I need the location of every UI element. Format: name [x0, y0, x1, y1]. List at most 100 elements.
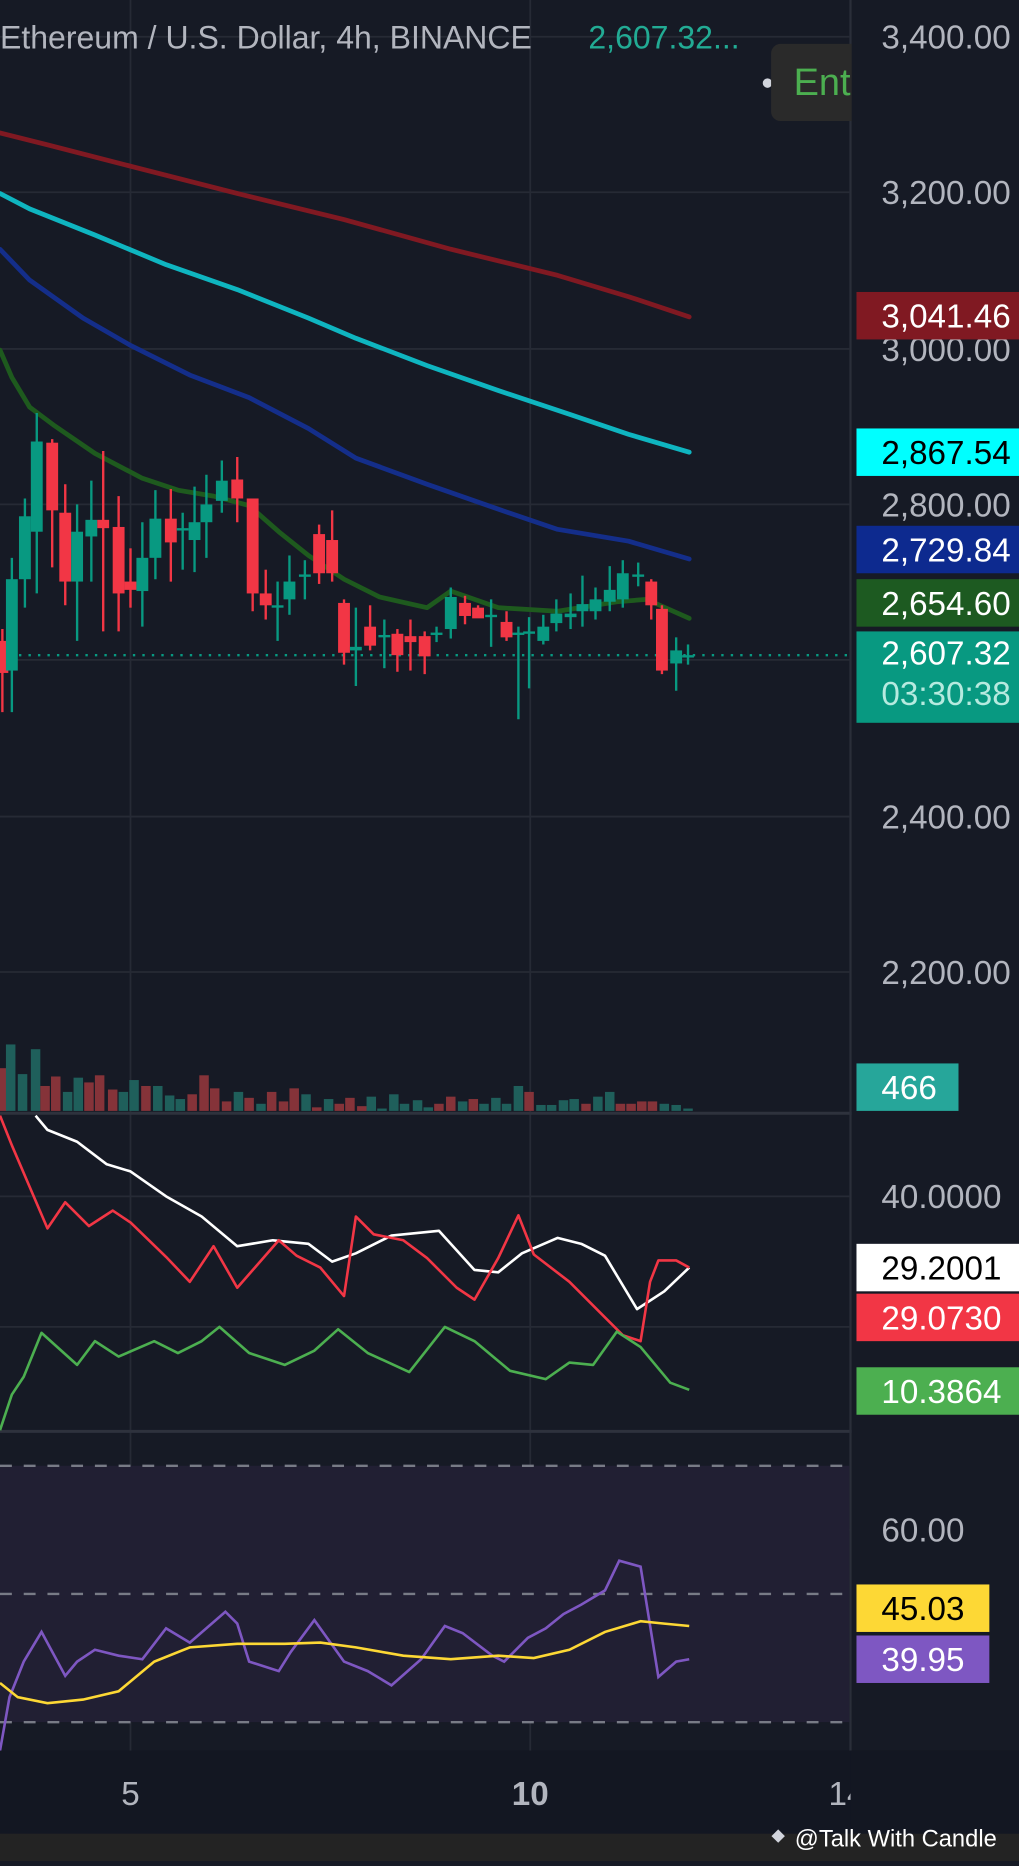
- volume-bar: [593, 1096, 603, 1111]
- candle: [338, 599, 350, 665]
- volume-bar: [199, 1075, 209, 1111]
- candle: [85, 480, 98, 582]
- ma-20-badge: 2,654.60: [856, 579, 1019, 627]
- candle: [46, 439, 59, 568]
- svg-text:2,867.54: 2,867.54: [881, 435, 1010, 472]
- volume-bar: [51, 1076, 61, 1111]
- candle: [97, 451, 110, 632]
- rsi-indicator-lines: [0, 1559, 690, 1751]
- candle: [259, 569, 272, 620]
- minus-di-badge: 29.0730: [856, 1293, 1019, 1342]
- ma-200-line: [0, 130, 692, 320]
- volume-bar: [311, 1107, 322, 1111]
- volume-bar: [366, 1096, 377, 1111]
- candle: [112, 496, 125, 632]
- volume-bar: [683, 1108, 693, 1111]
- candlesticks: [0, 413, 694, 720]
- candle: [472, 605, 484, 619]
- grid-lines: [0, 0, 850, 1751]
- volume-bar: [84, 1082, 94, 1111]
- volume-bar: [524, 1091, 534, 1111]
- candle: [645, 579, 658, 620]
- volume-bar: [399, 1103, 410, 1111]
- candle: [271, 581, 284, 641]
- last-price-value: 2,607.32: [881, 636, 1010, 673]
- axis-tick-label: 3,200.00: [881, 175, 1010, 212]
- enter-order-button[interactable]: Ent: [762, 43, 866, 122]
- volume-bar: [412, 1100, 423, 1111]
- moving-average-lines: [0, 130, 692, 621]
- candle: [485, 599, 498, 647]
- volume-bar: [175, 1099, 186, 1111]
- volume-bar: [209, 1088, 220, 1111]
- candle: [136, 522, 149, 627]
- volume-bar: [468, 1099, 479, 1111]
- candle: [656, 605, 668, 675]
- minus-di-line: [0, 1115, 690, 1343]
- volume-bar: [129, 1080, 139, 1111]
- candle: [200, 474, 213, 558]
- candle: [71, 504, 84, 641]
- volume-bar: [30, 1049, 41, 1111]
- ma-20-line: [0, 347, 692, 621]
- volume-bar: [434, 1103, 444, 1111]
- candle: [149, 490, 162, 580]
- volume-bar: [671, 1104, 681, 1111]
- volume-bar: [323, 1099, 334, 1111]
- volume-bar: [17, 1074, 28, 1111]
- candle: [30, 413, 43, 594]
- candle: [59, 484, 72, 606]
- volume-bar: [5, 1044, 16, 1111]
- candle: [430, 626, 443, 643]
- time-axis[interactable]: [0, 1750, 1019, 1834]
- candle: [378, 619, 391, 669]
- volume-bar: [457, 1101, 468, 1111]
- enter-button-dot-icon: [762, 78, 773, 88]
- volume-bar: [569, 1099, 579, 1111]
- candle: [589, 587, 602, 620]
- rsi-ma-badge: 45.03: [856, 1584, 990, 1632]
- volume-bar: [164, 1095, 175, 1111]
- volume-bar: [659, 1103, 670, 1111]
- candle: [404, 619, 417, 671]
- volume-bar: [536, 1104, 546, 1111]
- candle: [500, 611, 513, 641]
- svg-text:45.03: 45.03: [881, 1591, 964, 1628]
- volume-bar: [604, 1091, 615, 1111]
- candle: [188, 486, 201, 573]
- enter-button-label[interactable]: Ent: [794, 62, 851, 104]
- price-axis[interactable]: 3,400.003,200.003,000.002,800.002,400.00…: [856, 20, 1019, 1683]
- candle: [298, 560, 311, 600]
- volume-bar: [637, 1101, 647, 1111]
- candle: [176, 512, 189, 570]
- time-tick-label: 10: [512, 1776, 549, 1813]
- candle: [164, 488, 177, 582]
- svg-text:3,041.46: 3,041.46: [881, 299, 1010, 336]
- plus-di-line: [0, 1325, 690, 1431]
- volume-bar: [357, 1106, 367, 1111]
- candle: [313, 524, 326, 584]
- volume-bar: [233, 1091, 244, 1111]
- volume-bar: [546, 1104, 557, 1111]
- axis-tick-label: 40.0000: [881, 1179, 1001, 1216]
- candle: [231, 456, 244, 523]
- volume-bar: [256, 1103, 266, 1111]
- volume-bar: [94, 1075, 105, 1111]
- volume-bar: [73, 1077, 84, 1111]
- candle: [349, 607, 362, 687]
- volume-bar: [334, 1103, 345, 1111]
- candle: [418, 631, 431, 675]
- symbol-title[interactable]: Ethereum / U.S. Dollar, 4h, BINANCE: [0, 20, 532, 56]
- plus-di-badge: 10.3864: [856, 1367, 1019, 1415]
- pane-separators[interactable]: [0, 1111, 1019, 1433]
- rsi-badge: 39.95: [856, 1635, 990, 1683]
- time-tick-label: 5: [121, 1776, 139, 1813]
- rsi-ma-line: [0, 1619, 690, 1705]
- axis-tick-label: 60.00: [881, 1513, 964, 1550]
- svg-text:29.2001: 29.2001: [881, 1250, 1001, 1287]
- bottom-bar: [0, 1833, 1019, 1861]
- ma-50-line: [0, 246, 692, 562]
